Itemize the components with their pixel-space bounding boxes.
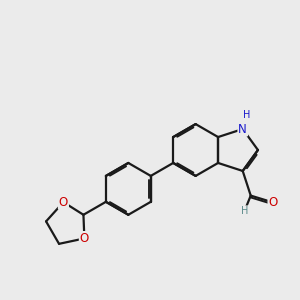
- Text: H: H: [241, 206, 248, 216]
- Text: O: O: [80, 232, 89, 245]
- Text: N: N: [238, 122, 247, 136]
- Text: H: H: [243, 110, 251, 121]
- Text: O: O: [59, 196, 68, 208]
- Text: O: O: [268, 196, 278, 209]
